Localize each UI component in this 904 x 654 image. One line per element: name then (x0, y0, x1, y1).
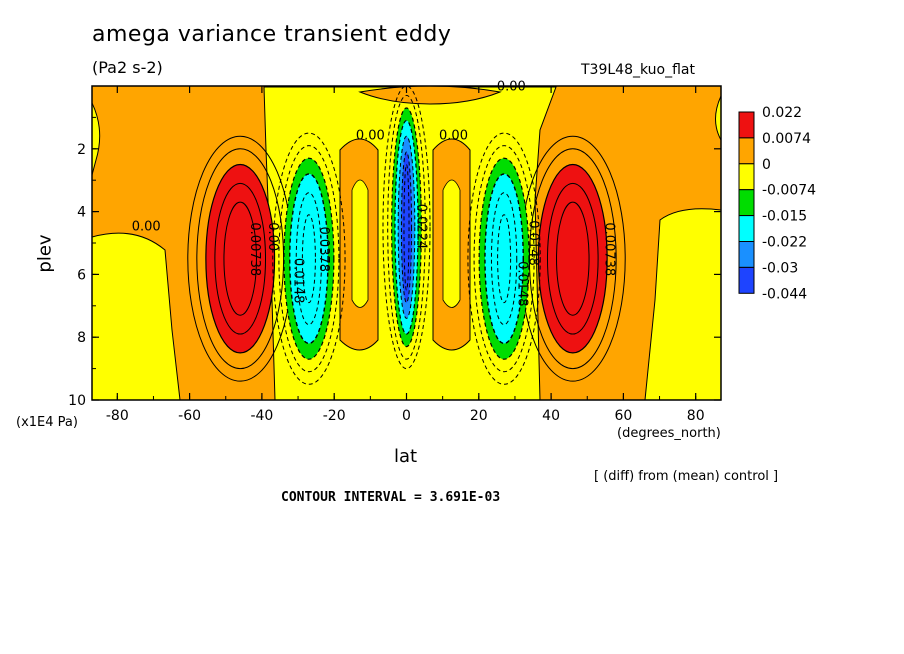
contour-lobe (537, 163, 608, 354)
contour-fills (92, 86, 721, 400)
x-tick-label: 20 (470, 408, 488, 424)
colorbar-swatch (738, 189, 755, 217)
contour-label: 0.0148 (525, 220, 540, 266)
contour-lobe (403, 164, 410, 291)
colorbar-label: 0 (762, 157, 771, 173)
y-tick-label: 2 (77, 142, 86, 158)
contour-label: 0.00 (356, 128, 385, 143)
contour-lobe (223, 201, 257, 316)
contour-label: 0.00738 (601, 222, 616, 276)
chart-title: amega variance transient eddy (92, 22, 452, 47)
colorbar-swatch (738, 163, 755, 191)
contour-lobe (301, 214, 316, 304)
y-scale-label: (x1E4 Pa) (16, 415, 78, 430)
contour-lobe (473, 145, 535, 373)
x-tick-label: 80 (687, 408, 705, 424)
run-label: T39L48_kuo_flat (581, 62, 695, 78)
contour-lobe (295, 192, 323, 326)
x-units-label: (degrees_north) (617, 426, 721, 441)
contour-label: 0.00 (497, 80, 526, 95)
colorbar: 0.022 0.0074 0 -0.0074 -0.015 -0.022 -0.03 -0.0… (738, 105, 816, 302)
contour-label: -0.0224 (413, 199, 428, 249)
y-tick-label: 10 (68, 393, 86, 409)
contour-lobe (382, 86, 431, 370)
colorbar-swatch (738, 241, 755, 268)
contour-label: 0.0148 (515, 261, 530, 307)
diff-note: [ (diff) from (mean) control ] (594, 469, 779, 484)
y-tick-label: 8 (77, 330, 86, 346)
y-tick-label: 6 (77, 267, 86, 283)
contour-lobe (272, 132, 346, 385)
y-tick-label: 4 (77, 205, 86, 221)
field-zero-band-left-top (92, 102, 101, 176)
contour-lobe (490, 192, 518, 326)
contour-lobe (214, 182, 267, 335)
colorbar-label: -0.0074 (762, 183, 816, 199)
colorbar-swatch (738, 266, 755, 294)
contour-label: 0.00738 (247, 222, 262, 276)
contour-labels: 0.000.00 0.000.000.000.00738 0.007380.0148… (132, 80, 617, 307)
axes: -80 -60 -40 -20 0 20 40 60 80 2 4 6 8 10 (68, 85, 722, 424)
x-tick-label: 0 (402, 408, 411, 424)
contour-label: 0.0378 (316, 227, 331, 273)
contour-lobe (387, 94, 426, 360)
colorbar-label: -0.015 (762, 209, 807, 225)
contour-lobe (278, 145, 340, 373)
colorbar-label: 0.0074 (762, 131, 811, 147)
contour-lobe (205, 163, 276, 354)
contour-label: 0.00 (132, 219, 161, 234)
colorbar-swatch (738, 137, 755, 165)
colorbar-label: -0.03 (762, 260, 798, 276)
x-tick-label: -60 (178, 408, 201, 424)
contour-label: 0.00 (265, 222, 280, 251)
x-tick-label: -80 (106, 408, 129, 424)
chart-units: (Pa2 s-2) (92, 58, 163, 77)
contour-label: 0.0148 (290, 258, 305, 304)
contour-interval: CONTOUR INTERVAL = 3.691E-03 (281, 490, 501, 505)
colorbar-label: -0.022 (762, 235, 807, 251)
field-tongue-left-inner (351, 179, 369, 308)
contour-lobe (497, 214, 512, 304)
x-tick-label: -20 (323, 408, 346, 424)
contour-lobe (484, 173, 524, 345)
colorbar-swatch (738, 215, 755, 243)
x-tick-label: -40 (250, 408, 273, 424)
field-zero-band-left (92, 232, 181, 400)
colorbar-label: -0.044 (762, 286, 807, 302)
colorbar-label: 0.022 (762, 105, 802, 121)
x-tick-label: 40 (542, 408, 560, 424)
x-tick-label: 60 (614, 408, 632, 424)
field-zero-band-right (644, 208, 721, 400)
field-tongue-right-inner (442, 179, 461, 308)
contour-lobe (467, 132, 541, 385)
contour-lobe (556, 201, 590, 316)
colorbar-swatch (738, 111, 755, 139)
contour-lobe (196, 148, 285, 370)
contour-lobe (546, 182, 599, 335)
contour-label: 0.00 (439, 128, 468, 143)
x-axis-label: lat (394, 446, 418, 467)
contour-lobe (400, 151, 413, 304)
